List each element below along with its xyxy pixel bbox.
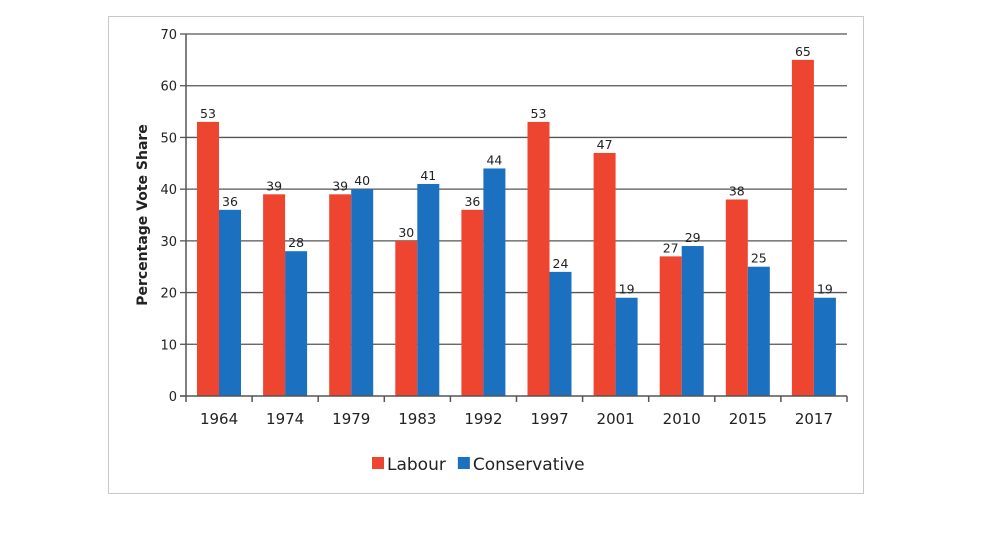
- chart-frame: [108, 16, 864, 494]
- data-label: 19: [619, 282, 635, 297]
- x-tick-label: 1997: [530, 410, 568, 428]
- bar-labour-1979: [329, 194, 352, 396]
- x-tick-label: 2010: [663, 410, 701, 428]
- y-tick-label: 20: [160, 287, 177, 302]
- data-label: 53: [200, 106, 216, 121]
- data-label: 36: [464, 194, 480, 209]
- data-label: 40: [354, 173, 370, 188]
- data-label: 25: [751, 251, 767, 266]
- data-label: 24: [553, 256, 569, 271]
- bar-labour-1997: [527, 121, 550, 397]
- y-axis-label: Percentage Vote Share: [135, 124, 151, 306]
- y-tick-label: 50: [160, 131, 177, 146]
- legend-swatch-conservative: [457, 457, 470, 469]
- data-label: 19: [817, 282, 833, 297]
- bar-conservative-2010: [681, 246, 704, 396]
- bar-conservative-1964: [219, 209, 241, 396]
- data-label: 65: [795, 44, 811, 59]
- data-label: 30: [398, 225, 414, 240]
- data-label: 27: [663, 240, 679, 255]
- x-tick-label: 1979: [332, 410, 370, 428]
- x-tick-label: 2015: [729, 410, 767, 428]
- data-label: 36: [222, 194, 238, 209]
- data-label: 29: [685, 230, 701, 245]
- y-tick-label: 10: [160, 338, 177, 353]
- bar-conservative-2015: [747, 266, 770, 396]
- data-label: 41: [420, 168, 436, 183]
- bar-labour-1983: [395, 240, 418, 396]
- y-tick-label: 60: [160, 80, 177, 95]
- x-tick-label: 1964: [200, 410, 238, 428]
- legend-label-conservative: Conservative: [473, 455, 585, 475]
- x-tick-label: 1974: [266, 410, 304, 428]
- x-tick-label: 2001: [597, 410, 635, 428]
- bar-labour-1964: [197, 121, 219, 397]
- y-tick-label: 70: [160, 28, 177, 43]
- x-tick-label: 1992: [464, 410, 502, 428]
- bar-conservative-2001: [615, 297, 638, 396]
- data-label: 39: [332, 178, 348, 193]
- bar-conservative-1974: [285, 251, 308, 396]
- bar-conservative-1979: [351, 189, 374, 396]
- y-tick-label: 30: [160, 235, 177, 250]
- bar-conservative-1992: [483, 168, 506, 396]
- data-label: 38: [729, 183, 745, 198]
- data-label: 28: [288, 235, 304, 250]
- y-tick-label: 40: [160, 183, 177, 198]
- bar-labour-2015: [725, 199, 748, 396]
- y-tick-label: 0: [169, 390, 177, 405]
- bar-labour-2010: [659, 256, 682, 396]
- data-label: 44: [486, 152, 502, 167]
- bar-conservative-2017: [813, 297, 836, 396]
- data-label: 47: [597, 137, 613, 152]
- x-tick-label: 2017: [795, 410, 833, 428]
- bar-labour-2017: [791, 59, 814, 396]
- bar-conservative-1997: [549, 271, 572, 396]
- bar-labour-1974: [263, 194, 286, 396]
- data-label: 53: [531, 106, 547, 121]
- bar-labour-2001: [593, 152, 616, 396]
- legend-swatch-labour: [372, 457, 384, 469]
- bar-conservative-1983: [417, 183, 440, 396]
- bar-labour-1992: [461, 209, 484, 396]
- x-tick-label: 1983: [398, 410, 436, 428]
- data-label: 39: [266, 178, 282, 193]
- legend-label-labour: Labour: [387, 455, 446, 475]
